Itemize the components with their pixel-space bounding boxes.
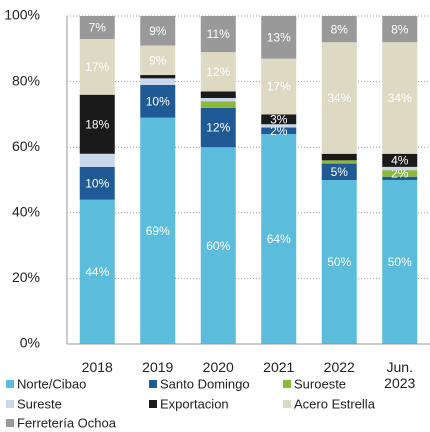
x-tick-label: 2020	[202, 359, 234, 375]
bar-segment	[261, 16, 297, 59]
value-label: 17%	[267, 80, 291, 94]
legend-label: Sureste	[17, 396, 62, 411]
value-label: 3%	[270, 112, 288, 126]
y-tick-label: 0%	[20, 335, 40, 351]
bar-segment	[200, 101, 236, 108]
legend-label: Santo Domingo	[160, 376, 250, 391]
legend-swatch	[283, 400, 291, 408]
bar-segment	[321, 153, 357, 161]
bar-segment	[321, 16, 357, 43]
bar-segment	[140, 75, 176, 79]
value-label: 69%	[146, 224, 170, 238]
y-tick-label: 20%	[12, 269, 40, 285]
legend-swatch	[6, 400, 14, 408]
bar-segment	[382, 170, 418, 177]
bar-segment	[79, 153, 115, 167]
bar-segment	[382, 42, 418, 154]
bar-segment	[79, 38, 115, 95]
value-label: 34%	[327, 91, 351, 105]
bar-segment	[200, 91, 236, 98]
value-label: 9%	[149, 24, 167, 38]
bar-segment	[79, 94, 115, 154]
bar-segment	[261, 127, 297, 135]
bar-segment	[200, 147, 236, 344]
value-label: 50%	[327, 255, 351, 269]
value-label: 60%	[206, 239, 230, 253]
bar-segment	[200, 16, 236, 53]
y-tick-label: 100%	[4, 7, 40, 23]
x-tick-label: 2018	[81, 359, 113, 375]
value-label: 34%	[388, 91, 412, 105]
legend-swatch	[283, 380, 291, 388]
value-label: 44%	[85, 265, 109, 279]
x-tick-label: 2021	[263, 359, 295, 375]
legend-label: Ferretería Ochoa	[17, 415, 117, 430]
value-label: 5%	[331, 165, 349, 179]
bar-segment	[79, 199, 115, 344]
bar-segment	[382, 16, 418, 43]
bar-segment	[261, 134, 297, 344]
x-tick-label: 2019	[142, 359, 174, 375]
bar-segment	[382, 153, 418, 167]
legend-swatch	[6, 380, 14, 388]
legend-label: Norte/Cibao	[17, 376, 86, 391]
bar-segment	[140, 45, 176, 76]
bar-segment	[140, 117, 176, 345]
legend-label: Acero Estrella	[294, 396, 376, 411]
bar-segment	[200, 107, 236, 148]
value-label: 9%	[149, 53, 167, 67]
value-label: 4%	[391, 153, 409, 167]
value-label: 18%	[85, 117, 109, 131]
bar-segment	[79, 166, 115, 200]
y-tick-label: 80%	[12, 72, 40, 88]
bar-segment	[140, 78, 176, 85]
value-label: 64%	[267, 232, 291, 246]
bar-segment	[382, 166, 418, 171]
bar-segment	[261, 114, 297, 125]
x-tick-label: Jun. 2023	[384, 359, 416, 391]
legend-label: Suroeste	[294, 376, 346, 391]
y-tick-label: 60%	[12, 138, 40, 154]
bar-segment	[321, 160, 357, 164]
bar-segment	[261, 124, 297, 128]
value-label: 50%	[388, 255, 412, 269]
bar-segment	[200, 98, 236, 102]
y-tick-label: 40%	[12, 204, 40, 220]
bar-segment	[321, 42, 357, 154]
value-label: 13%	[267, 30, 291, 44]
bar-segment	[140, 16, 176, 46]
bar-segment	[382, 180, 418, 344]
bar-segment	[382, 176, 418, 180]
legend-swatch	[149, 380, 157, 388]
bar-segment	[140, 84, 176, 118]
bar-segment	[261, 58, 297, 115]
value-label: 12%	[206, 65, 230, 79]
legend-swatch	[6, 419, 14, 427]
value-label: 8%	[331, 22, 349, 36]
value-label: 17%	[85, 60, 109, 74]
x-tick-label: 2022	[323, 359, 355, 375]
legend-swatch	[149, 400, 157, 408]
value-label: 10%	[146, 94, 170, 108]
bar-segment	[79, 16, 115, 39]
value-label: 11%	[207, 27, 230, 41]
bar-segment	[200, 52, 236, 92]
value-label: 7%	[89, 21, 107, 35]
legend-label: Exportacion	[160, 396, 229, 411]
bar-segment	[321, 180, 357, 344]
value-label: 8%	[391, 22, 409, 36]
value-label: 12%	[206, 121, 230, 135]
bar-segment	[321, 163, 357, 180]
value-label: 10%	[85, 176, 109, 190]
